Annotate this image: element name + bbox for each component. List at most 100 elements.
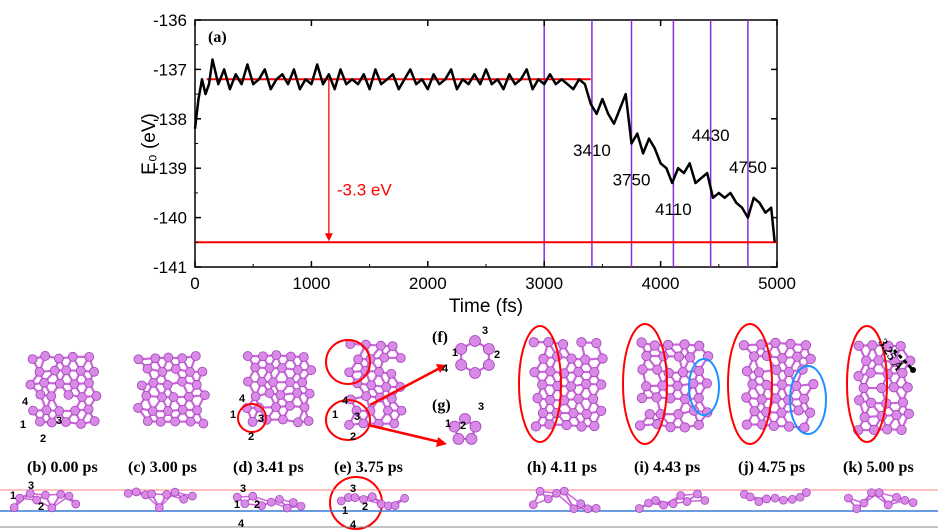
atom [867, 488, 876, 498]
atom-number-4-d: 4 [239, 393, 246, 405]
atom [123, 488, 133, 498]
atom [596, 379, 607, 390]
atom [799, 422, 810, 433]
atom [147, 406, 158, 417]
atom [903, 408, 914, 419]
atom [89, 416, 100, 427]
atom [374, 366, 384, 377]
atom [256, 376, 267, 387]
atom-number-3-side-d: 3 [240, 483, 246, 495]
atom [700, 496, 710, 505]
atom [679, 422, 690, 433]
side-view-structure-1 [9, 489, 81, 513]
energy-arrow-head [324, 233, 333, 242]
highlight-circle-e-top [325, 339, 371, 385]
atom [762, 494, 771, 504]
atom [741, 419, 753, 430]
atom [580, 354, 591, 365]
atom [693, 393, 704, 404]
atom [379, 352, 390, 363]
atom [808, 379, 819, 390]
atom [198, 418, 209, 429]
atom [469, 420, 482, 433]
atom [867, 340, 878, 351]
structure-g [448, 413, 482, 445]
atom [684, 352, 696, 363]
atom [538, 353, 549, 364]
highlight-circle-e-bottom [325, 399, 371, 441]
y-tick-label-0: -136 [153, 11, 187, 30]
atom [271, 350, 282, 361]
atom [636, 337, 647, 348]
highlight-ellipse-j [727, 323, 773, 445]
atom [529, 367, 540, 378]
atom [753, 367, 765, 378]
atom [668, 499, 678, 508]
atom [282, 503, 292, 513]
atom [853, 340, 864, 351]
atom [188, 491, 197, 501]
x-tick-label-0: 0 [190, 274, 199, 293]
atom [278, 414, 288, 425]
atom [663, 339, 674, 350]
side-view-structure-7 [740, 488, 811, 507]
atom [177, 353, 188, 364]
atom [844, 493, 853, 503]
atom [854, 395, 865, 406]
atom [296, 501, 306, 511]
atom [60, 417, 71, 427]
atom [75, 365, 86, 376]
atom [292, 365, 303, 375]
atom [91, 391, 102, 401]
side-view-structure-6 [634, 489, 710, 513]
atom [469, 335, 481, 347]
atom [589, 420, 600, 432]
atom [61, 365, 72, 376]
atom-number-4-e: 4 [342, 395, 349, 407]
atom [543, 336, 554, 348]
atom [596, 405, 607, 416]
atom [46, 391, 57, 402]
atom [9, 503, 19, 512]
atom [804, 407, 816, 418]
atom [776, 379, 788, 390]
side-view-structure-4 [336, 492, 409, 511]
atom-number-1-d: 1 [230, 409, 236, 421]
atom [84, 378, 94, 388]
atom [573, 366, 584, 377]
atom [545, 366, 556, 377]
atom [859, 412, 870, 423]
atom [532, 392, 543, 404]
atom [537, 407, 549, 419]
atom [448, 420, 461, 433]
atom-number-2-side-e: 2 [362, 501, 368, 513]
atom [54, 406, 65, 416]
side-view-structure-5 [528, 486, 601, 514]
atom [25, 489, 35, 498]
atom [636, 392, 648, 404]
atom [561, 419, 572, 431]
atom [649, 340, 660, 351]
atom [268, 377, 278, 388]
highlight-circle-d [237, 403, 267, 433]
atom [299, 402, 310, 413]
distance-endpoint [910, 367, 916, 373]
atom [303, 416, 314, 426]
energy-annotation: -3.3 eV [337, 180, 392, 199]
atom [805, 353, 816, 365]
atom-number-3-side-e: 3 [350, 483, 356, 495]
atom [865, 397, 877, 409]
structure-h [528, 336, 608, 432]
atom [162, 490, 171, 499]
atom [568, 407, 579, 419]
atom [659, 500, 668, 510]
atom [559, 486, 569, 496]
atom [889, 356, 900, 368]
atom [136, 380, 147, 391]
atom [552, 488, 561, 498]
atom [783, 394, 794, 405]
atom [583, 504, 593, 514]
atom [275, 494, 284, 504]
atom [565, 381, 577, 392]
atom [455, 343, 468, 355]
